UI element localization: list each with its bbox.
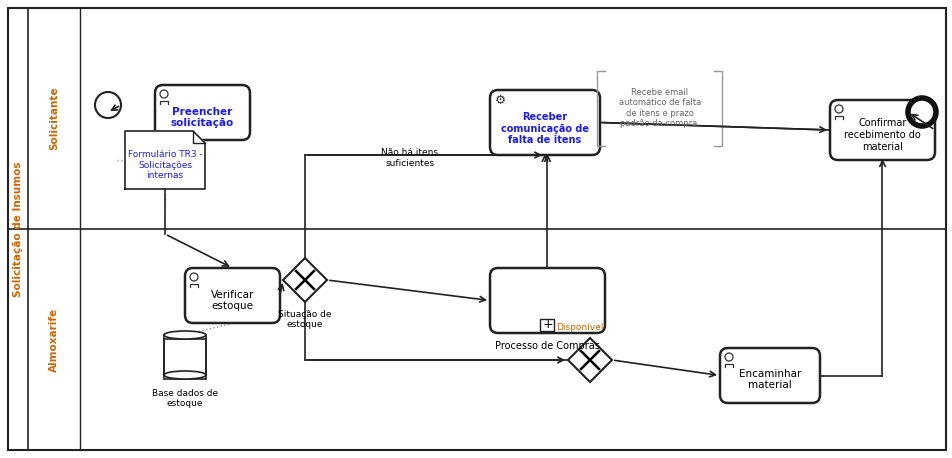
Polygon shape [283,258,327,302]
Text: ⚙: ⚙ [494,93,506,107]
Text: Não há itens
suficientes: Não há itens suficientes [381,148,438,168]
Ellipse shape [164,371,206,379]
Text: +: + [542,318,552,332]
Text: Solicitação de Insumos: Solicitação de Insumos [13,161,23,297]
Circle shape [189,273,198,281]
Text: Recebe email
automático de falta
de itens e prazo
padrão da compra.: Recebe email automático de falta de iten… [618,88,701,128]
Circle shape [160,90,168,98]
Bar [164,339,206,379]
Text: Formulário TR3 -
Solicitações
internas: Formulário TR3 - Solicitações internas [128,150,202,180]
Ellipse shape [164,331,206,339]
Text: Disponível: Disponível [556,323,603,332]
Text: Confirmar
recebimento do
material: Confirmar recebimento do material [843,119,920,152]
Text: Almoxarife: Almoxarife [49,307,59,371]
Text: Receber
comunicação de
falta de itens: Receber comunicação de falta de itens [501,112,588,145]
Text: Base dados de
estoque: Base dados de estoque [151,389,218,409]
Text: Solicitante: Solicitante [49,87,59,150]
Circle shape [724,353,732,361]
Circle shape [907,98,935,126]
FancyBboxPatch shape [155,85,249,140]
FancyBboxPatch shape [489,90,600,155]
Text: Preencher
solicitação: Preencher solicitação [170,107,234,128]
Text: Situação de
estoque: Situação de estoque [278,310,331,329]
FancyBboxPatch shape [185,268,280,323]
Polygon shape [567,338,611,382]
Text: Processo de Compras: Processo de Compras [494,341,600,351]
Circle shape [834,105,843,113]
Text: Encaminhar
material: Encaminhar material [738,369,801,390]
Polygon shape [125,131,205,189]
Circle shape [95,92,121,118]
FancyBboxPatch shape [489,268,605,333]
FancyBboxPatch shape [720,348,819,403]
Bar [540,319,554,331]
Text: Verificar
estoque: Verificar estoque [210,290,254,311]
FancyBboxPatch shape [829,100,934,160]
